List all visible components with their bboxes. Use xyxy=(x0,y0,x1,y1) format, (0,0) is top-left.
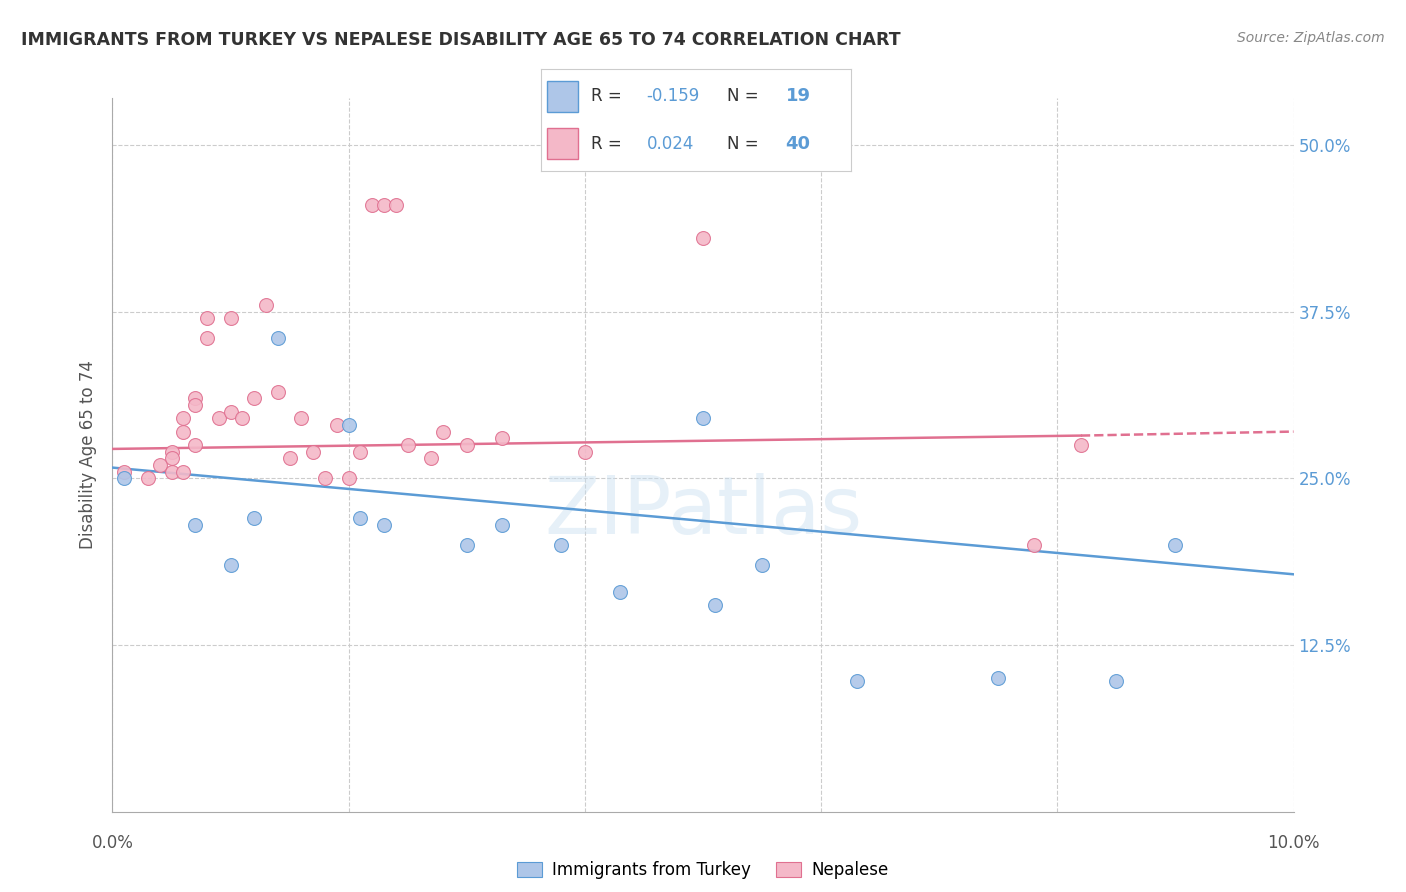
Point xyxy=(491,518,513,533)
Point xyxy=(326,417,349,432)
Point xyxy=(231,411,253,425)
Point xyxy=(550,538,572,552)
Point xyxy=(751,558,773,572)
Point xyxy=(112,471,135,485)
Point xyxy=(302,444,325,458)
Point xyxy=(219,558,242,572)
Point xyxy=(349,511,371,525)
Point xyxy=(184,438,207,452)
Text: 19: 19 xyxy=(786,87,811,105)
Text: R =: R = xyxy=(591,87,627,105)
Point xyxy=(373,518,395,533)
Point xyxy=(396,438,419,452)
Point xyxy=(184,518,207,533)
Point xyxy=(692,231,714,245)
Text: -0.159: -0.159 xyxy=(647,87,700,105)
Point xyxy=(219,311,242,326)
Point xyxy=(243,391,266,405)
Text: ZIPatlas: ZIPatlas xyxy=(544,473,862,551)
Point xyxy=(349,444,371,458)
Point xyxy=(172,425,194,439)
Y-axis label: Disability Age 65 to 74: Disability Age 65 to 74 xyxy=(79,360,97,549)
Point xyxy=(160,451,183,466)
Bar xyxy=(547,128,578,159)
Text: R =: R = xyxy=(591,135,627,153)
Point xyxy=(184,391,207,405)
Point xyxy=(1070,438,1092,452)
Point xyxy=(149,458,172,472)
Point xyxy=(692,411,714,425)
Point xyxy=(254,298,277,312)
Point xyxy=(337,471,360,485)
Point xyxy=(703,598,725,612)
Point xyxy=(1105,673,1128,688)
Point xyxy=(373,198,395,212)
Point xyxy=(361,198,384,212)
Point xyxy=(219,404,242,418)
Point xyxy=(456,438,478,452)
Point xyxy=(290,411,312,425)
Text: IMMIGRANTS FROM TURKEY VS NEPALESE DISABILITY AGE 65 TO 74 CORRELATION CHART: IMMIGRANTS FROM TURKEY VS NEPALESE DISAB… xyxy=(21,31,901,49)
Legend: Immigrants from Turkey, Nepalese: Immigrants from Turkey, Nepalese xyxy=(510,855,896,886)
Text: N =: N = xyxy=(727,135,763,153)
Text: 10.0%: 10.0% xyxy=(1267,834,1320,852)
Point xyxy=(184,398,207,412)
Point xyxy=(456,538,478,552)
Point xyxy=(208,411,231,425)
Point xyxy=(195,331,218,345)
Point xyxy=(432,425,454,439)
Point xyxy=(278,451,301,466)
Text: 0.0%: 0.0% xyxy=(91,834,134,852)
Point xyxy=(491,431,513,445)
Point xyxy=(574,444,596,458)
Point xyxy=(243,511,266,525)
Point xyxy=(172,411,194,425)
Point xyxy=(1164,538,1187,552)
Point xyxy=(267,331,290,345)
Point xyxy=(136,471,159,485)
Point xyxy=(160,465,183,479)
Point xyxy=(1022,538,1045,552)
Point xyxy=(420,451,443,466)
Text: Source: ZipAtlas.com: Source: ZipAtlas.com xyxy=(1237,31,1385,45)
Point xyxy=(267,384,290,399)
Point xyxy=(987,671,1010,685)
Point xyxy=(160,444,183,458)
Point xyxy=(172,465,194,479)
Point xyxy=(314,471,336,485)
Point xyxy=(609,584,631,599)
Text: 0.024: 0.024 xyxy=(647,135,693,153)
Point xyxy=(845,673,868,688)
Text: 40: 40 xyxy=(786,135,811,153)
Point xyxy=(112,465,135,479)
Bar xyxy=(547,81,578,112)
Text: N =: N = xyxy=(727,87,763,105)
Point xyxy=(195,311,218,326)
Point xyxy=(337,417,360,432)
Point xyxy=(385,198,408,212)
